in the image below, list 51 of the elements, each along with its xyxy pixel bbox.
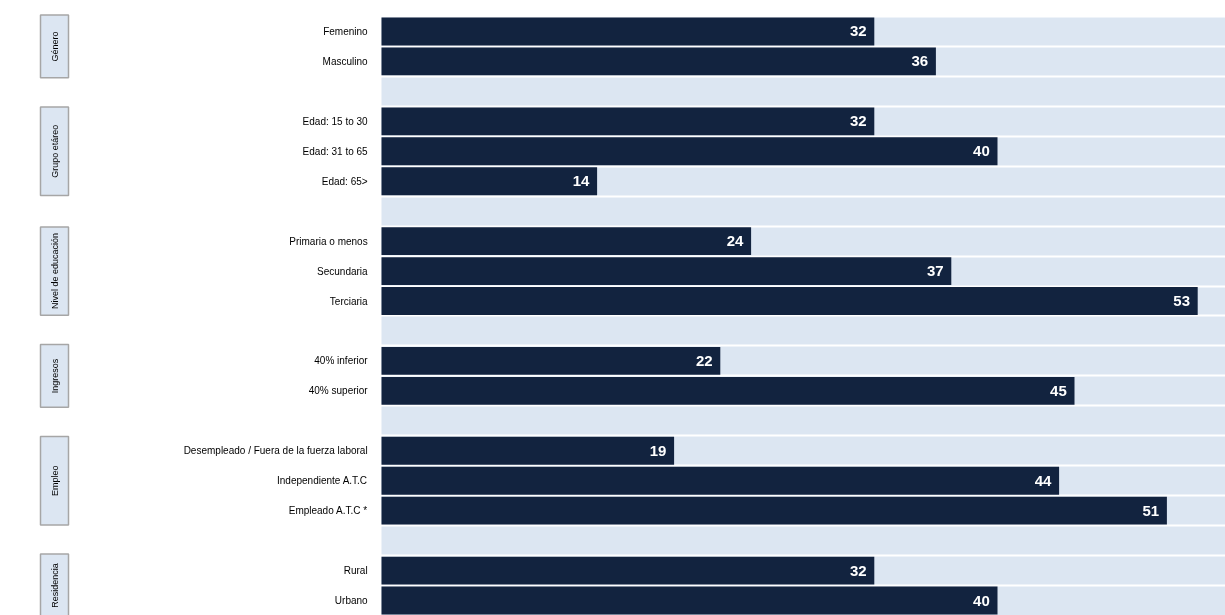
bar [381, 466, 1060, 495]
text: Ingresos [49, 358, 60, 394]
y-tick-label: Masculino [322, 55, 369, 67]
data-label: 22 [695, 351, 713, 369]
bar [381, 47, 936, 76]
bar [381, 436, 675, 465]
y-tick-label: Edad: 15 to 30 [302, 115, 369, 127]
data-label: 37 [926, 262, 944, 280]
y-tick-label: Edad: 31 to 65 [302, 145, 369, 157]
text: Nivel de educación [49, 233, 60, 310]
data-label: 40 [973, 591, 990, 609]
y-tick-label: Desempleado / Fuera de la fuerza laboral [183, 445, 368, 457]
data-label: 14 [572, 172, 591, 190]
data-label: 19 [649, 441, 667, 459]
bar [381, 346, 721, 375]
y-tick-label: Edad: 65> [321, 175, 368, 187]
y-tick-label: Urbano [334, 595, 369, 607]
text: Género [49, 31, 60, 62]
bar [381, 257, 952, 285]
data-label: 40 [973, 142, 990, 160]
y-tick-label: Primaria o menos [289, 235, 368, 247]
y-tick-label: 40% inferior [314, 355, 369, 367]
bar [381, 287, 1198, 315]
bar [381, 107, 875, 136]
data-label: 36 [911, 52, 929, 70]
y-tick-label: Secundaria [317, 265, 369, 277]
text: Empleo [49, 465, 60, 496]
data-label: 24 [726, 232, 745, 250]
bar [381, 137, 998, 166]
data-label: 45 [1050, 381, 1067, 399]
y-tick-label: Terciaria [329, 295, 369, 307]
bar [381, 376, 1075, 405]
bar [381, 227, 752, 256]
data-label: 32 [849, 561, 867, 579]
bar [381, 556, 875, 585]
y-tick-label: 40% superior [308, 385, 369, 397]
y-tick-label: Femenino [323, 25, 369, 37]
y-tick-label: Rural [343, 565, 368, 577]
data-label: 32 [849, 22, 867, 40]
text: Grupo etáreo [49, 124, 60, 178]
y-tick-label: Empleado A.T.C * [288, 505, 368, 517]
data-label: 44 [1034, 471, 1053, 489]
bar [381, 496, 1167, 525]
text: Residencia [49, 563, 60, 608]
y-tick-label: Independiente A.T.C [277, 475, 368, 487]
bar [381, 586, 998, 615]
data-label: 51 [1142, 501, 1160, 519]
bar [381, 167, 598, 196]
bar [381, 17, 875, 46]
data-label: 53 [1173, 292, 1190, 310]
data-label: 32 [849, 112, 867, 130]
